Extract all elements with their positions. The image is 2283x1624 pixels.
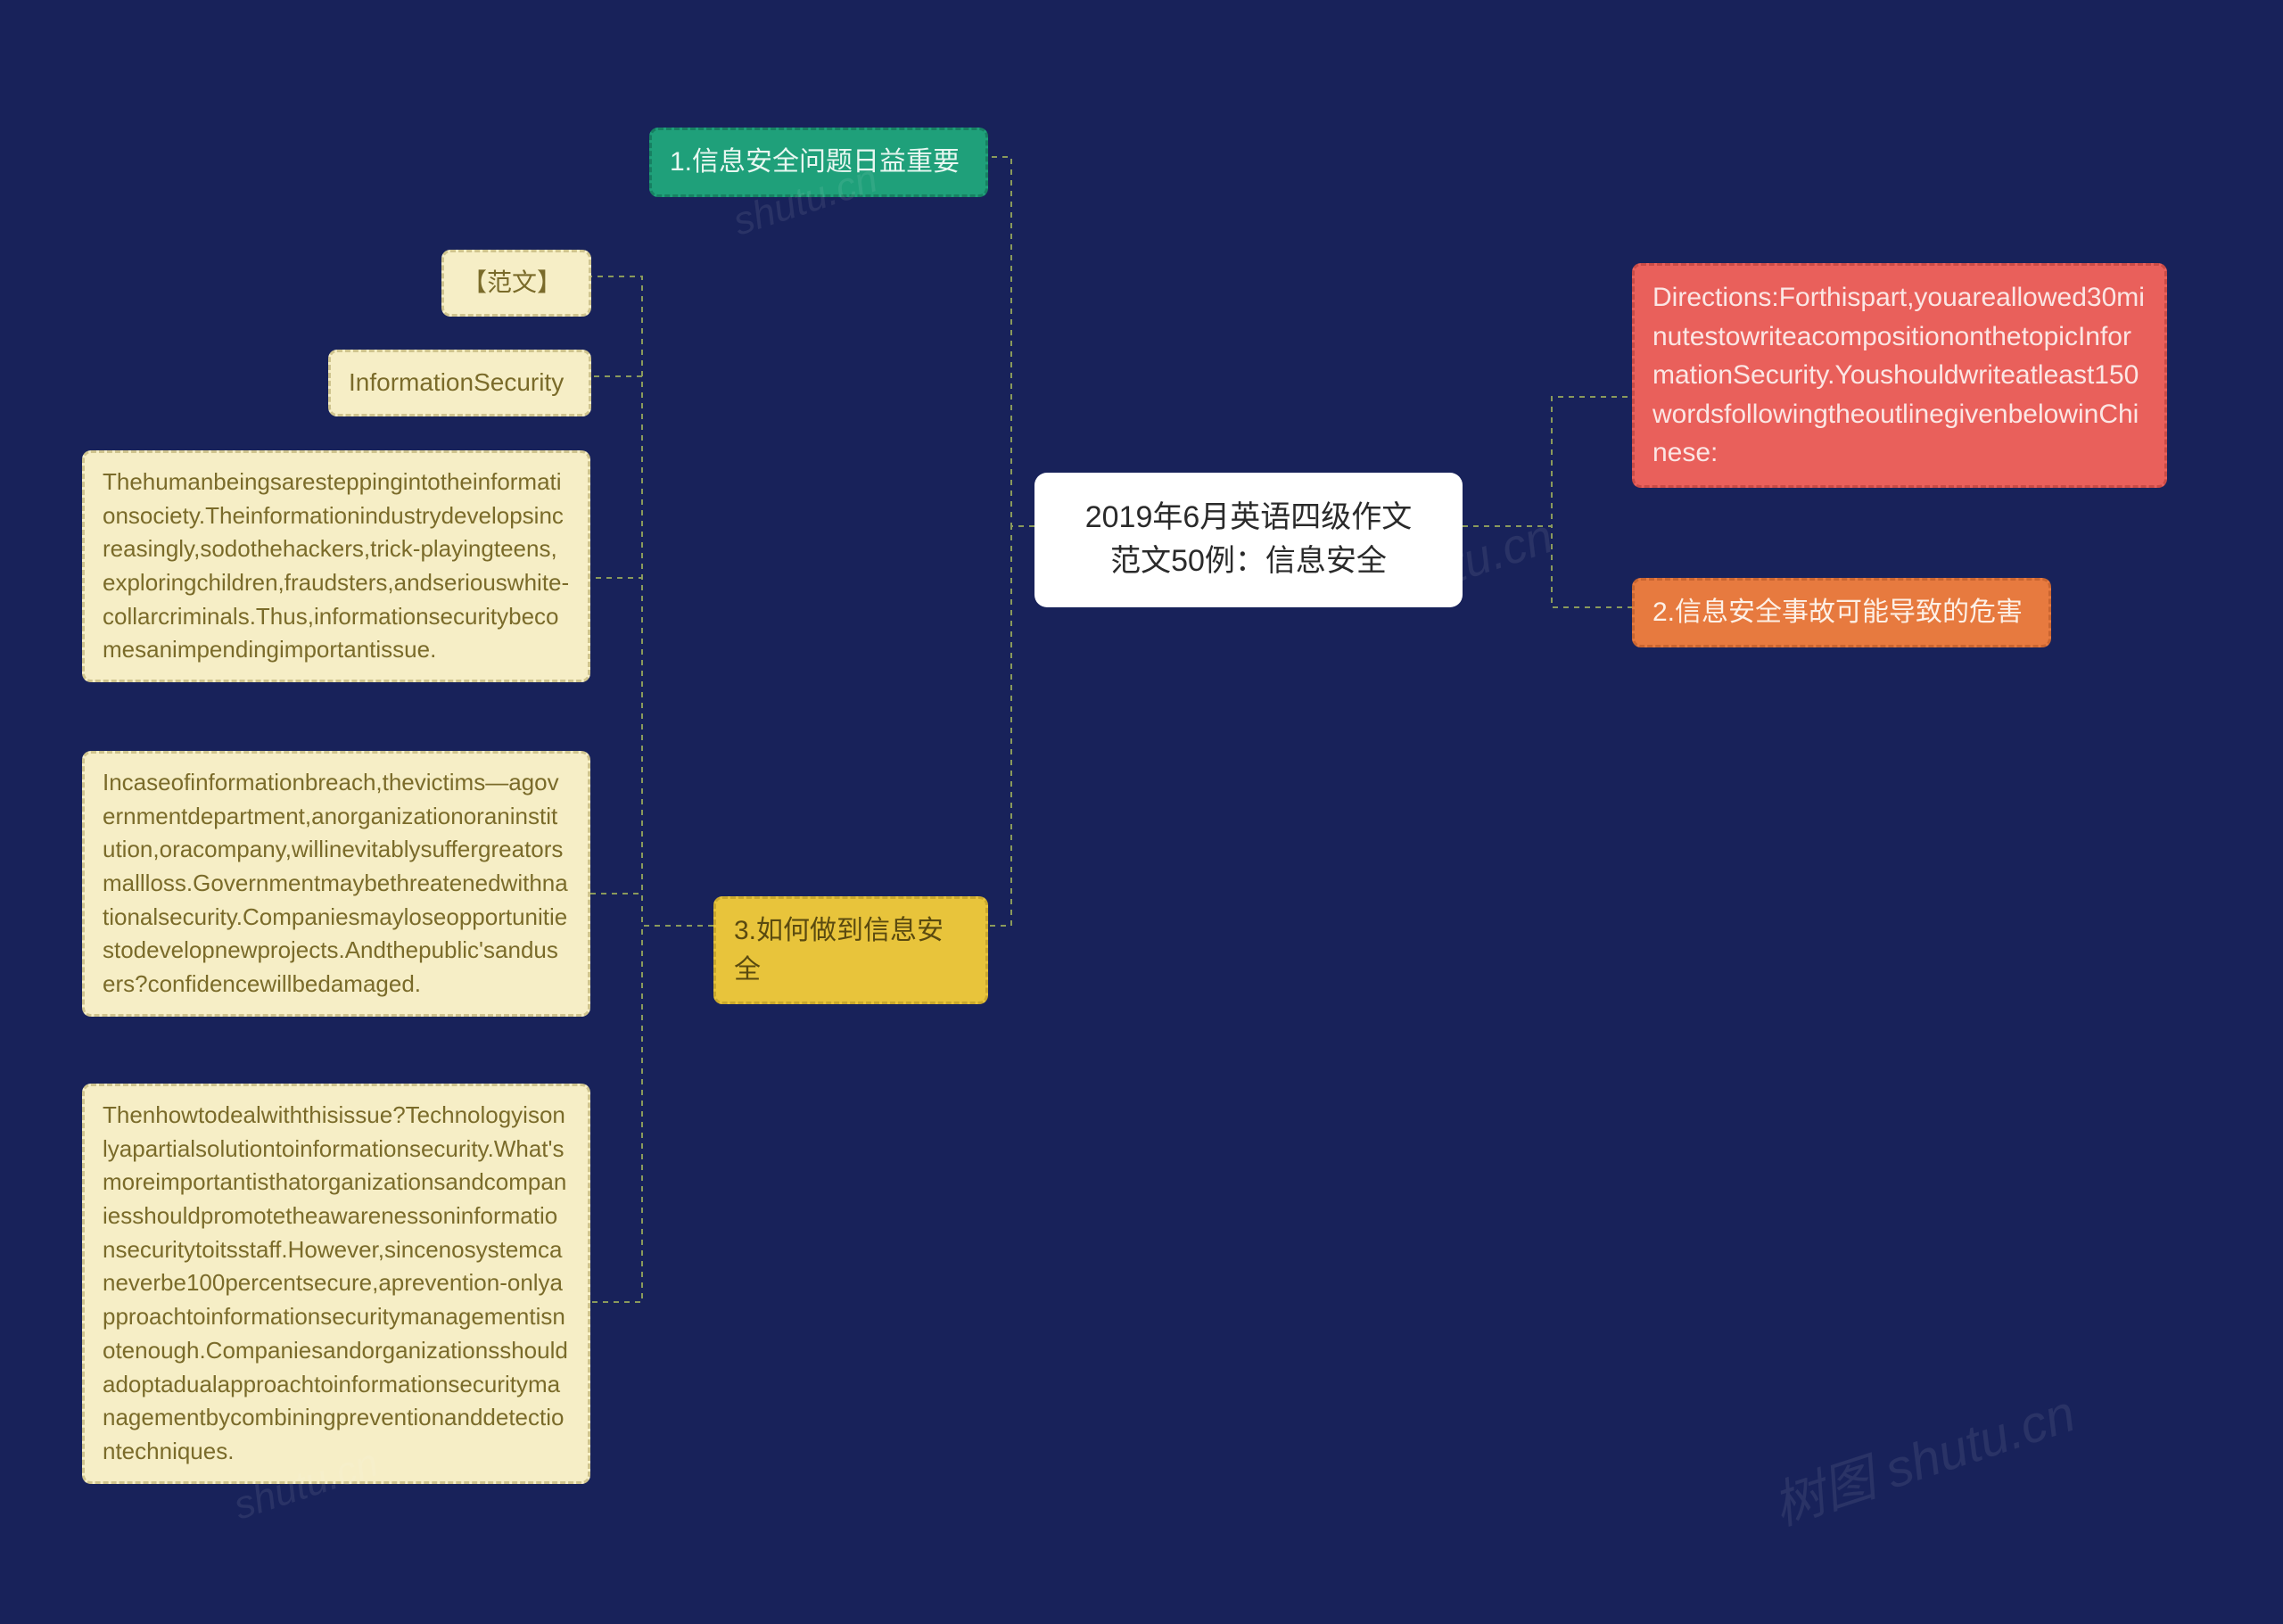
watermark: 树图 shutu.cn (1762, 1372, 2083, 1539)
point2-text: 2.信息安全事故可能导致的危害 (1652, 598, 2023, 627)
directions-text: Directions:Forthispart,youareallowed30mi… (1652, 283, 2145, 467)
para2-text: Incaseofinformationbreach,thevictims—ago… (103, 769, 568, 997)
infosec-title-node[interactable]: InformationSecurity (328, 350, 591, 416)
directions-node[interactable]: Directions:Forthispart,youareallowed30mi… (1632, 263, 2167, 488)
point3-text: 3.如何做到信息安全 (734, 916, 944, 985)
sample-label-text: 【范文】 (462, 268, 562, 296)
sample-label-node[interactable]: 【范文】 (441, 250, 591, 317)
para2-node[interactable]: Incaseofinformationbreach,thevictims—ago… (82, 751, 590, 1017)
para1-node[interactable]: Thehumanbeingsaresteppingintotheinformat… (82, 450, 590, 682)
infosec-title-text: InformationSecurity (349, 368, 564, 396)
root-line1: 2019年6月英语四级作文 (1061, 496, 1436, 540)
para3-text: Thenhowtodealwiththisissue?Technologyiso… (103, 1101, 568, 1464)
para1-text: Thehumanbeingsaresteppingintotheinformat… (103, 468, 569, 663)
root-node[interactable]: 2019年6月英语四级作文 范文50例：信息安全 (1034, 473, 1463, 607)
point2-node[interactable]: 2.信息安全事故可能导致的危害 (1632, 578, 2051, 647)
point3-node[interactable]: 3.如何做到信息安全 (713, 896, 988, 1004)
para3-node[interactable]: Thenhowtodealwiththisissue?Technologyiso… (82, 1084, 590, 1484)
point1-text: 1.信息安全问题日益重要 (670, 147, 960, 177)
point1-node[interactable]: 1.信息安全问题日益重要 (649, 128, 988, 197)
root-line2: 范文50例：信息安全 (1061, 540, 1436, 583)
